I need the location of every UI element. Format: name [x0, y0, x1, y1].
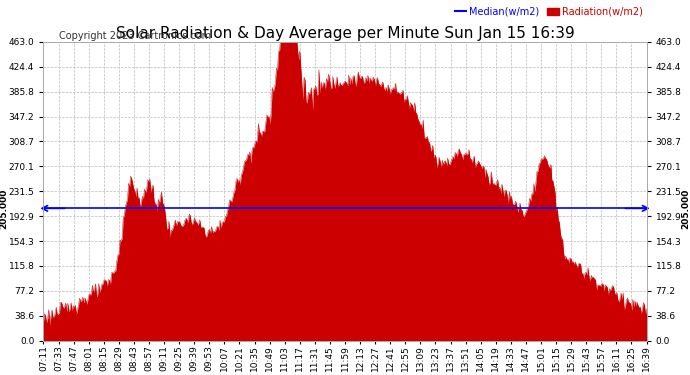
- Legend: Median(w/m2), Radiation(w/m2): Median(w/m2), Radiation(w/m2): [451, 3, 647, 21]
- Text: Copyright 2023 Cartronics.com: Copyright 2023 Cartronics.com: [59, 32, 210, 41]
- Text: 205.000: 205.000: [681, 188, 690, 228]
- Text: 205.000: 205.000: [0, 188, 9, 228]
- Title: Solar Radiation & Day Average per Minute Sun Jan 15 16:39: Solar Radiation & Day Average per Minute…: [116, 26, 574, 40]
